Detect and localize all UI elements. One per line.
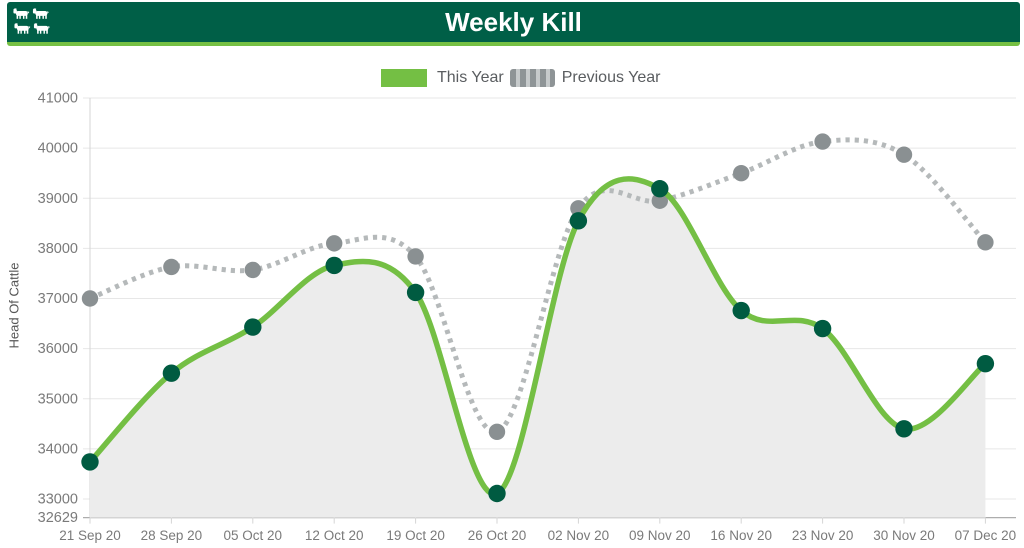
svg-text:28 Sep 20: 28 Sep 20 <box>141 528 203 543</box>
svg-text:02 Nov 20: 02 Nov 20 <box>548 528 610 543</box>
this-year-markers <box>81 180 995 503</box>
x-axis-labels: 21 Sep 20 28 Sep 20 05 Oct 20 12 Oct 20 19 O… <box>59 517 1017 543</box>
this-year-area <box>90 178 986 518</box>
svg-text:34000: 34000 <box>38 441 78 457</box>
weekly-kill-chart: This Year Previous Year Head Of Cattle 3… <box>0 58 1024 548</box>
header-bar: Weekly Kill <box>7 2 1020 46</box>
chart-canvas: 32629 33000 34000 35000 36000 37000 38000 39000… <box>38 91 1017 544</box>
legend-label-this-year[interactable]: This Year <box>437 69 504 86</box>
svg-text:38000: 38000 <box>38 241 78 257</box>
svg-text:30 Nov 20: 30 Nov 20 <box>873 528 935 543</box>
svg-text:07 Dec 20: 07 Dec 20 <box>955 528 1017 543</box>
page-title: Weekly Kill <box>445 7 582 37</box>
svg-text:23 Nov 20: 23 Nov 20 <box>792 528 854 543</box>
svg-text:33000: 33000 <box>38 492 78 508</box>
svg-text:16 Nov 20: 16 Nov 20 <box>710 528 772 543</box>
chart-legend: This Year Previous Year <box>381 69 660 87</box>
svg-text:39000: 39000 <box>38 191 78 207</box>
svg-text:09 Nov 20: 09 Nov 20 <box>629 528 691 543</box>
svg-text:21 Sep 20: 21 Sep 20 <box>59 528 121 543</box>
legend-label-previous-year[interactable]: Previous Year <box>561 69 661 86</box>
svg-text:37000: 37000 <box>38 291 78 307</box>
svg-text:36000: 36000 <box>38 341 78 357</box>
svg-text:19 Oct 20: 19 Oct 20 <box>386 528 445 543</box>
svg-text:40000: 40000 <box>38 141 78 157</box>
svg-text:05 Oct 20: 05 Oct 20 <box>224 528 283 543</box>
this-year-swatch[interactable] <box>381 69 427 87</box>
previous-year-swatch[interactable] <box>509 69 555 87</box>
svg-text:32629: 32629 <box>38 510 78 526</box>
svg-text:12 Oct 20: 12 Oct 20 <box>305 528 364 543</box>
svg-text:26 Oct 20: 26 Oct 20 <box>468 528 527 543</box>
svg-text:41000: 41000 <box>38 91 78 107</box>
svg-text:35000: 35000 <box>38 391 78 407</box>
previous-year-markers <box>81 133 994 441</box>
